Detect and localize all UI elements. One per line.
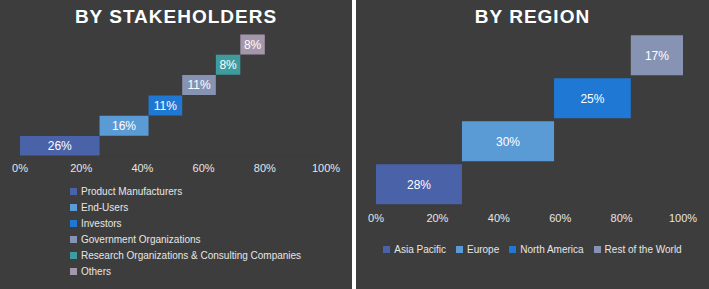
svg-text:26%: 26% [48,139,72,153]
svg-text:30%: 30% [496,135,520,149]
svg-text:20%: 20% [70,162,92,174]
svg-text:40%: 40% [488,212,510,224]
svg-text:0%: 0% [12,162,28,174]
svg-text:11%: 11% [187,78,210,92]
svg-text:25%: 25% [580,92,604,106]
svg-text:0%: 0% [368,212,384,224]
html-text:Investors: Investors [81,218,122,229]
html-text:North America: North America [520,244,584,255]
html-text:BY STAKEHOLDERS: BY STAKEHOLDERS [74,6,278,27]
svg-text:100%: 100% [669,212,697,224]
svg-text:16%: 16% [112,119,136,133]
html-text:Asia Pacific: Asia Pacific [394,244,446,255]
svg-text:28%: 28% [407,178,431,192]
html-text:Product Manufacturers: Product Manufacturers [81,186,183,197]
svg-text:40%: 40% [131,162,153,174]
svg-text:100%: 100% [312,162,340,174]
html-text:Rest of the World: Rest of the World [604,244,682,255]
html-text:Government Organizations: Government Organizations [81,234,201,245]
html-text:Research Organizations & Consu: Research Organizations & Consulting Comp… [81,250,302,261]
html-text:Others: Others [81,266,111,277]
svg-text:17%: 17% [645,49,669,63]
svg-text:60%: 60% [193,162,215,174]
svg-text:20%: 20% [426,212,448,224]
html-text:Europe: Europe [467,244,500,255]
svg-text:60%: 60% [549,212,571,224]
html-text:End-Users: End-Users [81,202,129,213]
svg-text:8%: 8% [244,38,262,52]
svg-text:11%: 11% [154,99,177,113]
svg-text:80%: 80% [611,212,633,224]
svg-text:8%: 8% [219,58,237,72]
html-text:BY REGION: BY REGION [474,6,591,27]
svg-text:80%: 80% [254,162,276,174]
